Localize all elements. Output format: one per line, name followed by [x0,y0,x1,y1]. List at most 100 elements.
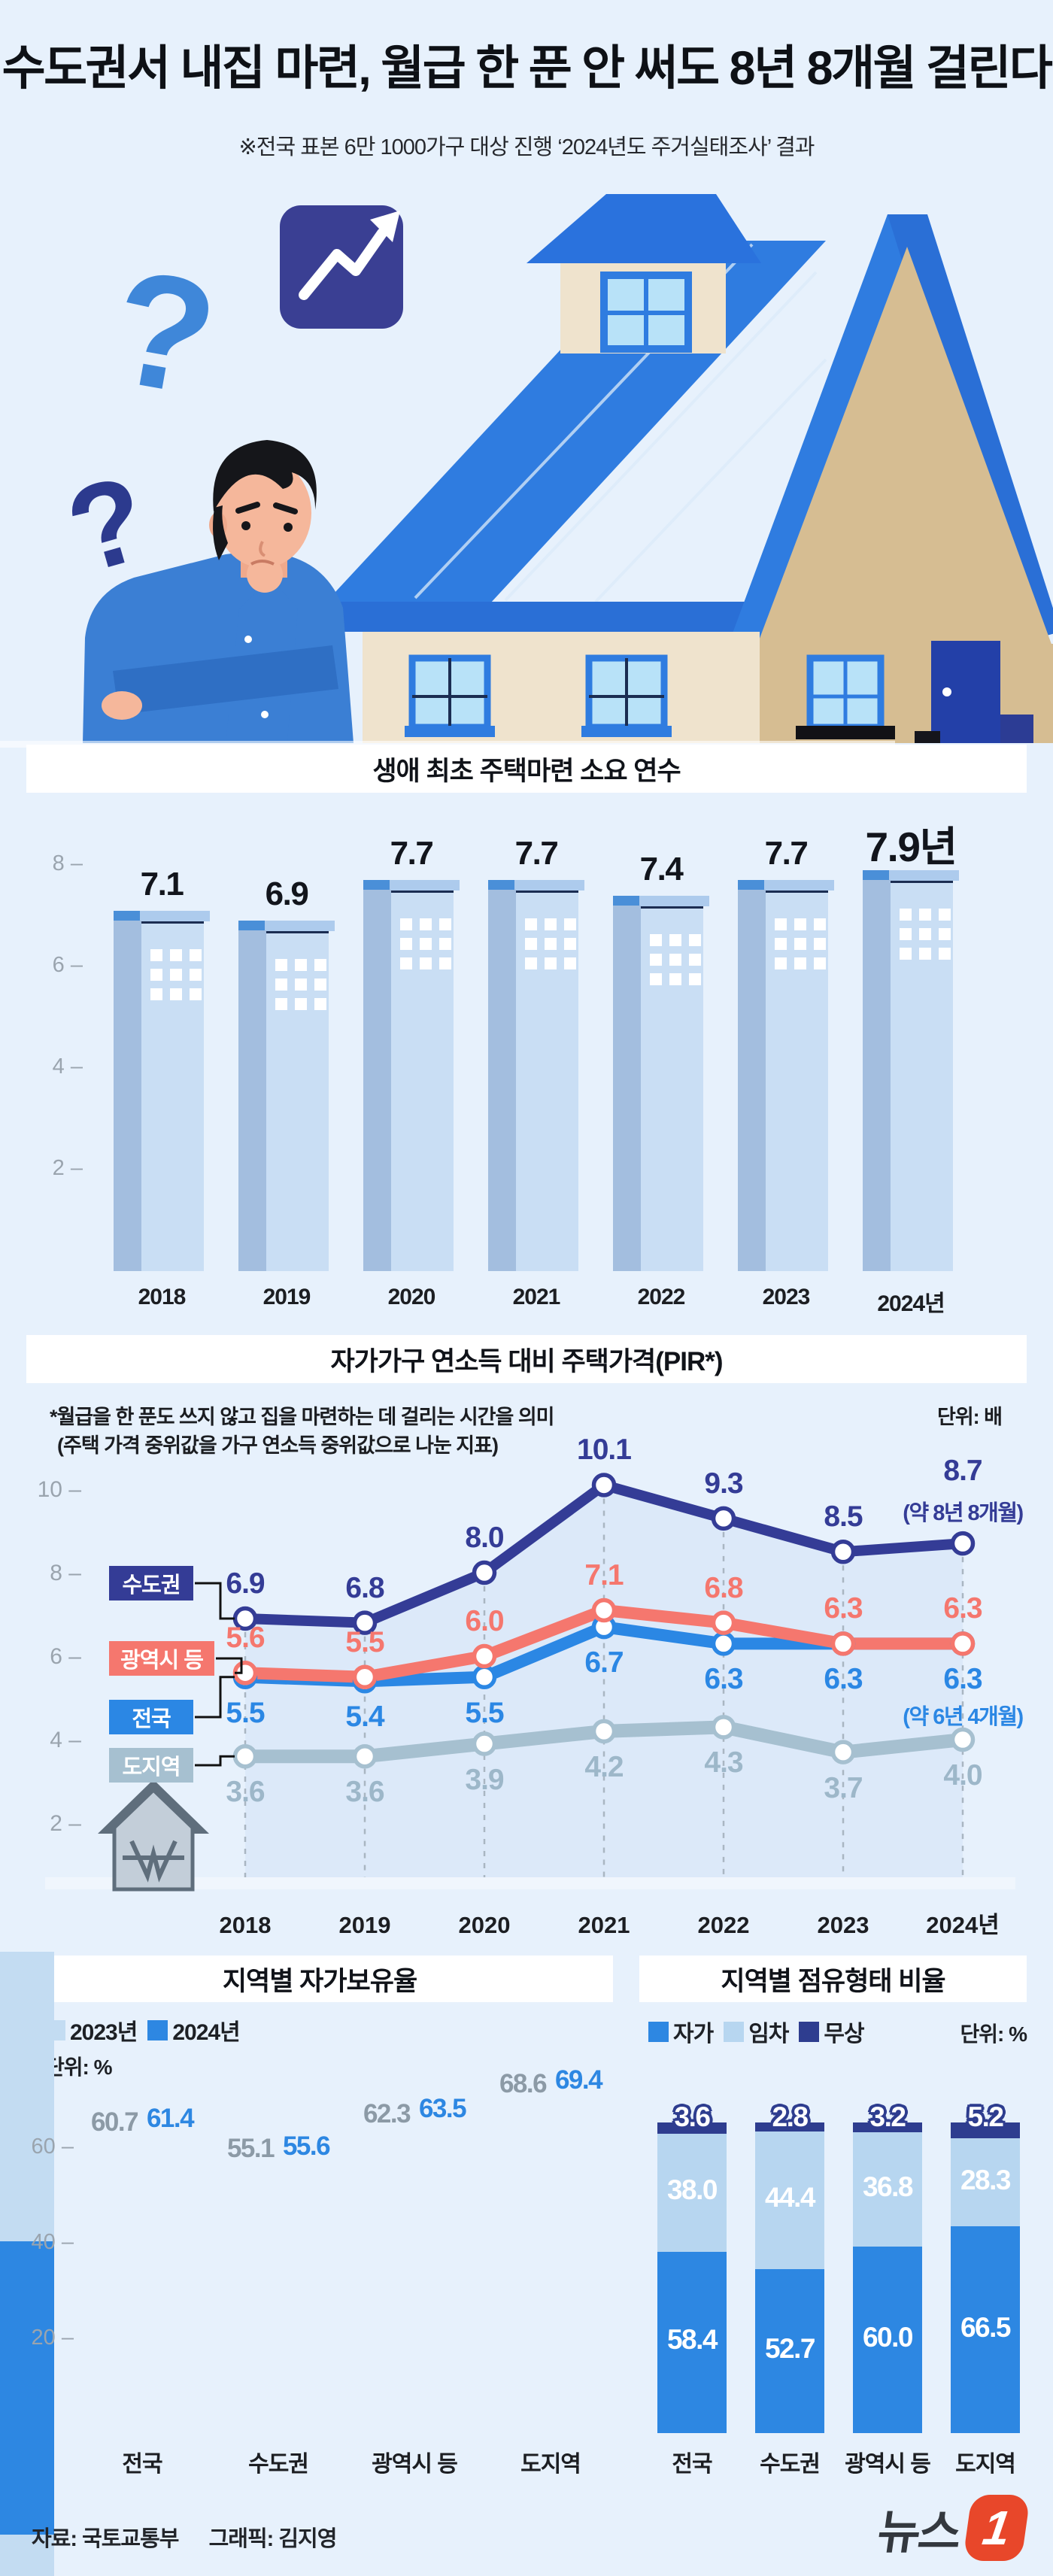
building-cap [238,921,266,931]
credit-label: 그래픽: 김지영 [208,2527,338,2551]
occupancy-stacked-chart: 3.6 38.0 58.4 전국 2.8 44.4 52.7 수도권 3.2 36.8 60.0 광역… [0,1952,1053,2490]
header-illustration: ? ? [53,194,1053,743]
data-point [711,1631,736,1656]
point-value-label: 8.0 [465,1522,504,1554]
data-point [950,1531,976,1556]
chart-note: (주택 가격 중위값을 가구 연소득 중위값으로 나눈 지표) [57,1434,499,1457]
legend-connector [195,1755,235,1767]
point-value-label: 6.8 [345,1571,384,1604]
building-window [545,938,557,951]
data-point [711,1715,736,1740]
x-axis-label: 2019 [262,1285,311,1309]
door-icon [915,641,1033,743]
data-point [352,1743,378,1769]
point-value-label: 4.3 [704,1746,743,1780]
area-fill [245,1485,963,1888]
building-window [669,933,681,946]
y-axis-tick: 4 – [50,1728,81,1752]
segment-jaga [657,2251,727,2433]
segment-value-jaga: 66.5 [960,2311,1012,2343]
point-value-label: 10.1 [577,1434,632,1467]
building-window [170,948,182,961]
building-roofline [641,906,703,909]
bar-building [863,869,959,1271]
section-first-home-years: 생애 최초 주택마련 소요 연수 2 –4 –6 –8 –7.1 2018 6.9 2… [0,741,1053,1331]
building-window [689,953,701,966]
segment-value-imcha: 28.3 [960,2164,1012,2195]
bar-building [613,895,709,1271]
point-value-label: 6.3 [824,1592,863,1625]
chart-up-icon [280,205,403,329]
building-window [400,918,412,931]
point-value-label: 5.6 [226,1622,265,1655]
building-roofline [141,921,204,924]
legend-swatch [648,2021,669,2042]
point-value-label: 3.6 [226,1776,265,1809]
legend-label: 무상 [824,2022,864,2047]
point-value-label: 6.7 [584,1646,624,1679]
segment-musang [755,2122,824,2131]
building-window [314,979,326,991]
building-window [545,957,557,970]
legend-item-2023년: 2023년 [45,2013,138,2047]
legend-label: 2023년 [70,2020,138,2045]
building-window [295,979,307,991]
stacked-bar [657,2122,727,2433]
point-value-label: 7.1 [584,1558,624,1591]
building-window [689,972,701,985]
x-axis-label: 2021 [512,1285,561,1309]
x-axis-label: 2024년 [877,1291,945,1316]
series-tag-수도권: 수도권 [109,1566,193,1601]
data-point [950,1631,976,1656]
svg-text:?: ? [99,235,228,430]
building-cap [863,869,891,880]
point-value-label: 3.7 [824,1771,863,1804]
news1-logo: 뉴스 1 [874,2494,1031,2562]
building-bar-chart: 2 – 4 – 6 – 8 – 7.1 2018 6.9 2019 7.7 2020 7.7 2021… [0,741,1053,1331]
chart-legend: 2023년 2024년 [45,2013,241,2047]
baseline [45,1877,1015,1889]
building-window [650,953,662,966]
building-window [170,968,182,981]
data-point [591,1597,617,1623]
building-window [939,947,951,960]
point-value-label: 6.0 [465,1605,504,1637]
data-point [472,1731,497,1756]
y-axis-tick: 10 – [38,1477,82,1502]
window-icon [405,654,495,737]
point-value-label: 5.5 [345,1625,384,1658]
x-axis-label: 수도권 [760,2452,821,2477]
building-roofline [516,891,578,894]
segment-value-imcha: 36.8 [862,2171,914,2203]
y-axis-tick: 60 – [31,2135,74,2159]
data-point [591,1719,617,1744]
building-window [275,998,287,1011]
building-roofline [391,891,454,894]
bar-building [363,880,460,1271]
y-axis-tick: 6 – [52,953,83,977]
chart-note: *월급을 한 푼도 쓰지 않고 집을 마련하는 데 걸리는 시간을 의미 [50,1406,555,1428]
point-value-label: 6.8 [704,1571,743,1604]
point-value-label: 6.3 [704,1663,743,1696]
section-title-bar: 지역별 점유형태 비율 [639,1956,1027,2002]
segment-jaga [755,2268,824,2433]
x-axis-label: 광역시 등 [372,2452,458,2477]
building-roof [265,921,335,932]
question-marks-icon: ? ? [53,235,228,599]
legend-connector [195,1582,235,1620]
window-icon [796,654,895,739]
bar-value-label: 61.4 [146,2104,195,2134]
baseline [0,741,895,748]
building-roofline [266,931,329,934]
building-window [939,908,951,921]
building-window [295,959,307,972]
building-window [439,957,451,970]
bar-value-label: 68.6 [499,2069,548,2099]
y-axis-tick: 8 – [52,851,83,875]
building-window [439,938,451,951]
building-roof [390,880,460,891]
bar-value-label: 69.4 [554,2065,603,2095]
legend-swatch [147,2019,168,2040]
y-axis-tick: 20 – [31,2326,74,2350]
